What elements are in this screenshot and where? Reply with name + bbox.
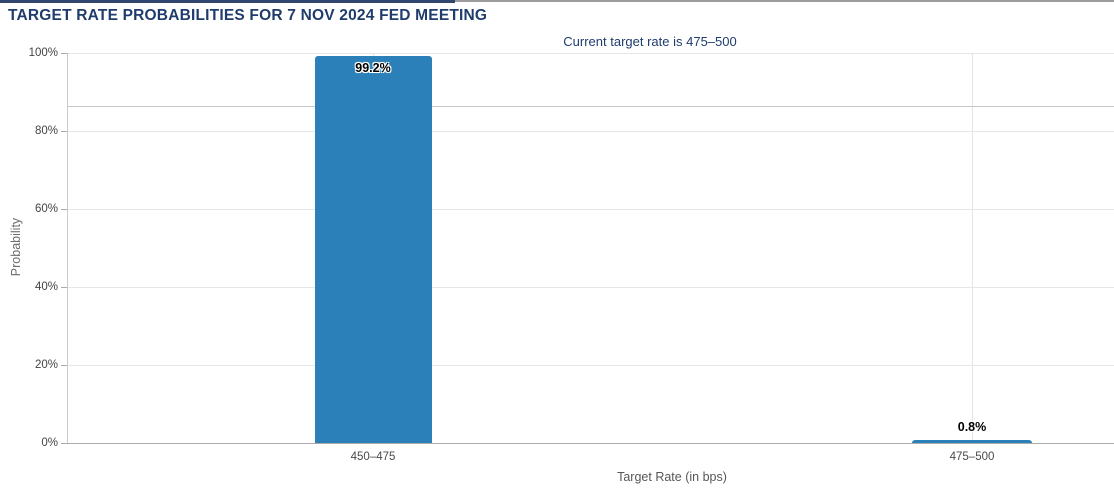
y-tick-mark [61,443,67,444]
y-gridline [67,53,1114,54]
y-gridline [67,131,1114,132]
y-tick-mark [61,365,67,366]
y-tick-mark [61,53,67,54]
y-axis-line [67,53,68,443]
bar-value-label: 99.2% [355,61,391,75]
y-tick-mark [61,131,67,132]
bar-450-475[interactable] [315,56,432,443]
reference-line [67,106,1114,107]
top-border-accent [0,0,455,3]
y-tick-label: 100% [28,47,58,59]
y-tick-label: 20% [34,359,58,371]
y-gridline [67,365,1114,366]
chart-title: TARGET RATE PROBABILITIES FOR 7 NOV 2024… [8,7,488,24]
category-gridline [972,53,973,443]
top-border [0,0,1114,2]
y-tick-label: 60% [34,203,58,215]
bar-value-label: 0.8% [957,420,987,434]
y-tick-label: 40% [34,281,58,293]
y-tick-mark [61,287,67,288]
x-axis-title: Target Rate (in bps) [617,470,727,484]
x-category-label: 450–475 [350,451,396,463]
y-gridline [67,209,1114,210]
x-category-label: 475–500 [949,451,995,463]
bar-475-500[interactable] [912,440,1032,443]
y-tick-mark [61,209,67,210]
y-gridline [67,443,1114,444]
y-gridline [67,287,1114,288]
y-tick-label: 80% [34,125,58,137]
chart-subtitle: Current target rate is 475–500 [563,34,737,49]
y-tick-label: 0% [41,437,58,449]
